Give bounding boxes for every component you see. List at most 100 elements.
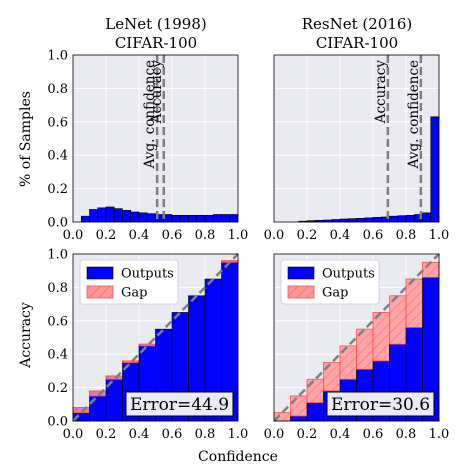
gap-bar <box>290 395 308 417</box>
panel-resnet-histogram: 0.0 0.2 0.4 0.6 0.8 1.0 Accuracy Avg. confidenc… <box>264 54 450 243</box>
histogram-bar <box>97 207 107 223</box>
histogram-bar <box>339 218 349 223</box>
vline-label: Avg. confidence <box>142 60 158 169</box>
xlabel-confidence: Confidence <box>198 449 278 465</box>
legend-swatch-gap <box>86 285 114 299</box>
x-tick-label: 0.6 <box>363 228 384 243</box>
outputs-bar <box>105 375 123 422</box>
histogram-bar <box>405 215 415 223</box>
x-tick-label: 0.2 <box>297 228 318 243</box>
y-tick-label: 0.0 <box>47 415 68 430</box>
gap-bar <box>105 375 123 380</box>
ylabel-accuracy: Accuracy <box>18 302 34 369</box>
legend-swatch-outputs <box>86 266 114 280</box>
gap-bar <box>122 360 140 363</box>
x-tick-label: 0.2 <box>96 228 117 243</box>
y-tick-label: 0.0 <box>47 216 68 231</box>
x-tick-label: 0.8 <box>195 427 216 442</box>
histogram-bar <box>113 208 123 223</box>
subtitle-resnet: CIFAR-100 <box>316 34 398 52</box>
x-tick-label: 0.0 <box>264 228 285 243</box>
x-tick-label: 0.8 <box>396 228 417 243</box>
error-annotation-text: Error=30.6 <box>331 395 430 415</box>
histogram-bar <box>229 214 239 223</box>
x-tick-label: 0.0 <box>63 427 84 442</box>
error-annotation: Error=30.6 <box>326 391 435 417</box>
x-tick-label: 0.4 <box>330 427 351 442</box>
histogram-bar <box>146 213 156 223</box>
x-tick-label: 0.6 <box>162 228 183 243</box>
legend-label-outputs: Outputs <box>121 267 174 282</box>
x-tick-label: 0.6 <box>363 427 384 442</box>
y-tick-label: 0.2 <box>47 182 68 197</box>
plot-area <box>274 55 439 222</box>
histogram-bar <box>364 217 374 223</box>
subtitle-lenet: CIFAR-100 <box>115 34 197 52</box>
plot-frame <box>72 253 239 422</box>
histogram-bar <box>221 214 231 223</box>
gap-bar <box>389 295 407 345</box>
y-tick-label: 0.8 <box>47 281 68 296</box>
legend-swatch-outputs <box>287 266 315 280</box>
x-tick-label: 0.6 <box>162 427 183 442</box>
legend-label-gap: Gap <box>121 286 147 301</box>
histogram-bar <box>80 215 90 223</box>
histogram-bar <box>204 215 214 223</box>
panel-resnet-reliability: 0.0 0.2 0.4 0.6 0.8 1.0 Outputs Gap Error=30.6 <box>264 253 450 442</box>
legend: Outputs Gap <box>280 259 380 305</box>
outputs-bar <box>290 415 308 422</box>
histogram-bar <box>347 218 357 223</box>
plot-frame <box>72 54 239 223</box>
panel-lenet-histogram: 0.0 0.2 0.4 0.6 0.8 1.0 0.0 0.2 0.4 0.6 0.8 1.0 Avg.… <box>47 49 248 244</box>
y-tick-label: 0.8 <box>47 82 68 97</box>
x-tick-label: 0.0 <box>63 228 84 243</box>
histogram-bar <box>171 215 181 223</box>
x-tick-label: 0.4 <box>330 228 351 243</box>
histogram-bar <box>372 217 382 223</box>
gap-bar <box>405 278 423 328</box>
x-tick-label: 1.0 <box>429 427 450 442</box>
histogram-bar <box>138 212 148 223</box>
histogram-bar <box>422 212 432 223</box>
title-lenet: LeNet (1998) <box>105 15 207 33</box>
gap-bar <box>138 343 156 347</box>
x-tick-label: 1.0 <box>228 427 249 442</box>
legend-swatch-gap <box>287 285 315 299</box>
panel-lenet-reliability: 0.0 0.2 0.4 0.6 0.8 1.0 0.0 0.2 0.4 0.6 0.8 1.0 Outp… <box>47 248 248 443</box>
histogram-bar <box>356 218 366 223</box>
x-tick-label: 0.8 <box>396 427 417 442</box>
histogram-bar <box>122 210 132 223</box>
x-tick-label: 0.4 <box>129 427 150 442</box>
x-tick-label: 0.2 <box>297 427 318 442</box>
gap-bar <box>422 261 440 278</box>
histogram-bar <box>130 211 140 223</box>
x-tick-label: 1.0 <box>429 228 450 243</box>
y-tick-label: 0.4 <box>47 348 68 363</box>
plot-frame <box>273 54 440 223</box>
x-tick-label: 0.8 <box>195 228 216 243</box>
plot-frame <box>273 253 440 422</box>
legend-label-outputs: Outputs <box>322 267 375 282</box>
histogram-bar <box>188 215 198 223</box>
histogram-bar <box>196 215 206 223</box>
y-tick-label: 0.4 <box>47 149 68 164</box>
plot-area <box>73 55 238 222</box>
ylabel-samples: % of Samples <box>18 91 34 187</box>
histogram-bar <box>389 215 399 223</box>
legend: Outputs Gap <box>79 259 179 305</box>
gap-bar <box>306 378 324 404</box>
legend-label-gap: Gap <box>322 286 348 301</box>
gap-bar <box>372 312 390 362</box>
perfect-calibration-line <box>273 253 440 422</box>
x-tick-label: 0.4 <box>129 228 150 243</box>
title-resnet: ResNet (2016) <box>302 15 413 33</box>
vline-label: Avg. confidence <box>406 60 422 169</box>
x-tick-label: 0.2 <box>96 427 117 442</box>
y-tick-label: 0.2 <box>47 381 68 396</box>
error-annotation-text: Error=44.9 <box>130 395 229 415</box>
vline-label: Accuracy <box>149 60 165 125</box>
error-annotation-box <box>326 391 435 417</box>
histogram-bar <box>179 215 189 223</box>
vline-label: Accuracy <box>373 60 389 125</box>
outputs-bar <box>306 402 324 422</box>
